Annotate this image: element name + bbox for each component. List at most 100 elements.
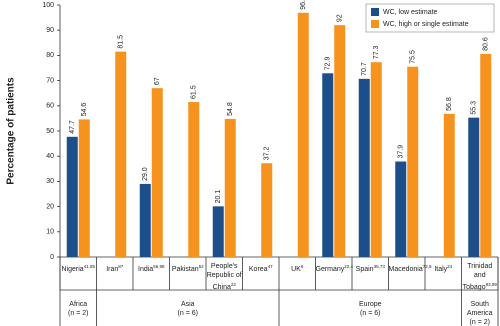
group-name: Asia: [180, 301, 195, 308]
y-tick-label: 90: [46, 27, 54, 34]
bar: [212, 206, 224, 257]
category-name: Spain: [355, 266, 374, 273]
category-name: Nigeria: [61, 266, 84, 273]
legend-label: WC, low estimate: [383, 9, 438, 16]
legend-label: WC, high or single estimate: [383, 21, 469, 28]
legend-swatch: [371, 20, 379, 28]
bar: [334, 25, 346, 257]
category-ref: 87: [118, 264, 124, 269]
category-name: Italy: [434, 266, 448, 273]
group-name: Europe: [358, 301, 382, 308]
y-tick-label: 100: [42, 2, 54, 9]
bar: [297, 12, 309, 258]
category-label: Trinidad and Tobago83,99: [462, 262, 499, 292]
value-label: 37.2: [264, 147, 271, 161]
value-label: 20.1: [215, 190, 222, 204]
bar: [224, 118, 236, 258]
category-label: Italy24: [425, 262, 462, 274]
category-label: Pakistan52: [170, 262, 207, 274]
y-tick-label: 60: [46, 103, 54, 110]
group-label: Asia (n = 6): [97, 300, 280, 318]
category-name: Trinidad and Tobago: [462, 263, 493, 291]
category-ref: 22: [230, 282, 236, 287]
category-label: India56,98: [133, 262, 170, 274]
group-n: (n = 2): [469, 319, 490, 326]
value-label: 55.3: [471, 101, 478, 115]
value-label: 54.6: [81, 103, 88, 117]
value-label: 72.9: [325, 57, 332, 71]
category-name: People's Republic of China: [206, 263, 242, 291]
group-label: Europe (n = 6): [279, 300, 462, 318]
category-ref: 83,99: [485, 282, 497, 287]
group-label: South America (n = 2): [462, 300, 499, 326]
category-name: Macedonia: [388, 266, 423, 273]
category-label: UK6: [279, 262, 316, 274]
category-ref: 24: [447, 264, 453, 269]
legend-swatch: [371, 8, 379, 16]
value-label: 29.0: [142, 167, 149, 181]
value-label: 81.5: [118, 35, 125, 49]
value-label: 80.6: [483, 37, 490, 51]
category-label: Spain35,73: [352, 262, 389, 274]
group-name: Africa: [69, 301, 88, 308]
y-tick-label: 20: [46, 203, 54, 210]
bar: [66, 136, 78, 257]
category-ref: 22,4: [344, 264, 354, 269]
group-name: South America: [466, 301, 493, 317]
category-label: Macedonia72,9: [388, 262, 432, 274]
value-label: 56.8: [446, 97, 453, 111]
value-label: 96.9: [300, 0, 307, 10]
group-n: (n = 6): [177, 310, 198, 317]
y-tick-label: 0: [50, 254, 54, 261]
bar: [480, 53, 492, 257]
bar: [139, 183, 151, 257]
y-tick-label: 30: [46, 178, 54, 185]
y-tick-label: 80: [46, 52, 54, 59]
bar: [443, 113, 455, 257]
bar: [78, 119, 90, 258]
category-ref: 6: [300, 264, 304, 269]
category-ref: 41,85: [83, 264, 95, 269]
bar: [115, 51, 127, 258]
y-tick-label: 40: [46, 153, 54, 160]
bar: [151, 88, 163, 257]
value-label: 47.7: [69, 120, 76, 134]
y-tick-label: 70: [46, 77, 54, 84]
category-label: Nigeria41,85: [60, 262, 97, 274]
category-ref: 56,98: [153, 264, 165, 269]
value-label: 75.5: [410, 50, 417, 64]
y-tick-label: 10: [46, 229, 54, 236]
bar: [468, 117, 480, 257]
y-axis-label: Percentage of patients: [6, 77, 17, 185]
category-label: Iran87: [97, 262, 134, 274]
category-ref: 47: [267, 264, 273, 269]
bar: [407, 66, 419, 258]
value-label: 92: [337, 14, 344, 22]
bar: [370, 62, 382, 258]
value-label: 54.8: [227, 102, 234, 116]
category-name: Pakistan: [171, 266, 199, 273]
category-label: Korea47: [243, 262, 280, 274]
bar: [188, 102, 200, 258]
category-name: India: [138, 266, 154, 273]
group-label: Africa (n = 2): [60, 300, 97, 318]
y-tick-label: 50: [46, 128, 54, 135]
category-name: Germany: [315, 266, 345, 273]
bar: [322, 73, 334, 258]
category-label: Germany22,4: [315, 262, 354, 274]
bar: [261, 163, 273, 257]
category-label: People's Republic of China22: [206, 262, 243, 292]
category-ref: 35,73: [373, 264, 385, 269]
category-name: UK: [291, 266, 301, 273]
value-label: 67: [154, 77, 161, 85]
category-ref: 52: [198, 264, 204, 269]
value-label: 70.7: [361, 62, 368, 76]
value-label: 77.3: [373, 45, 380, 59]
group-n: (n = 6): [360, 310, 381, 317]
value-label: 61.5: [191, 85, 198, 99]
value-label: 37.9: [398, 145, 405, 159]
category-name: Korea: [248, 266, 268, 273]
category-name: Iran: [106, 266, 119, 273]
